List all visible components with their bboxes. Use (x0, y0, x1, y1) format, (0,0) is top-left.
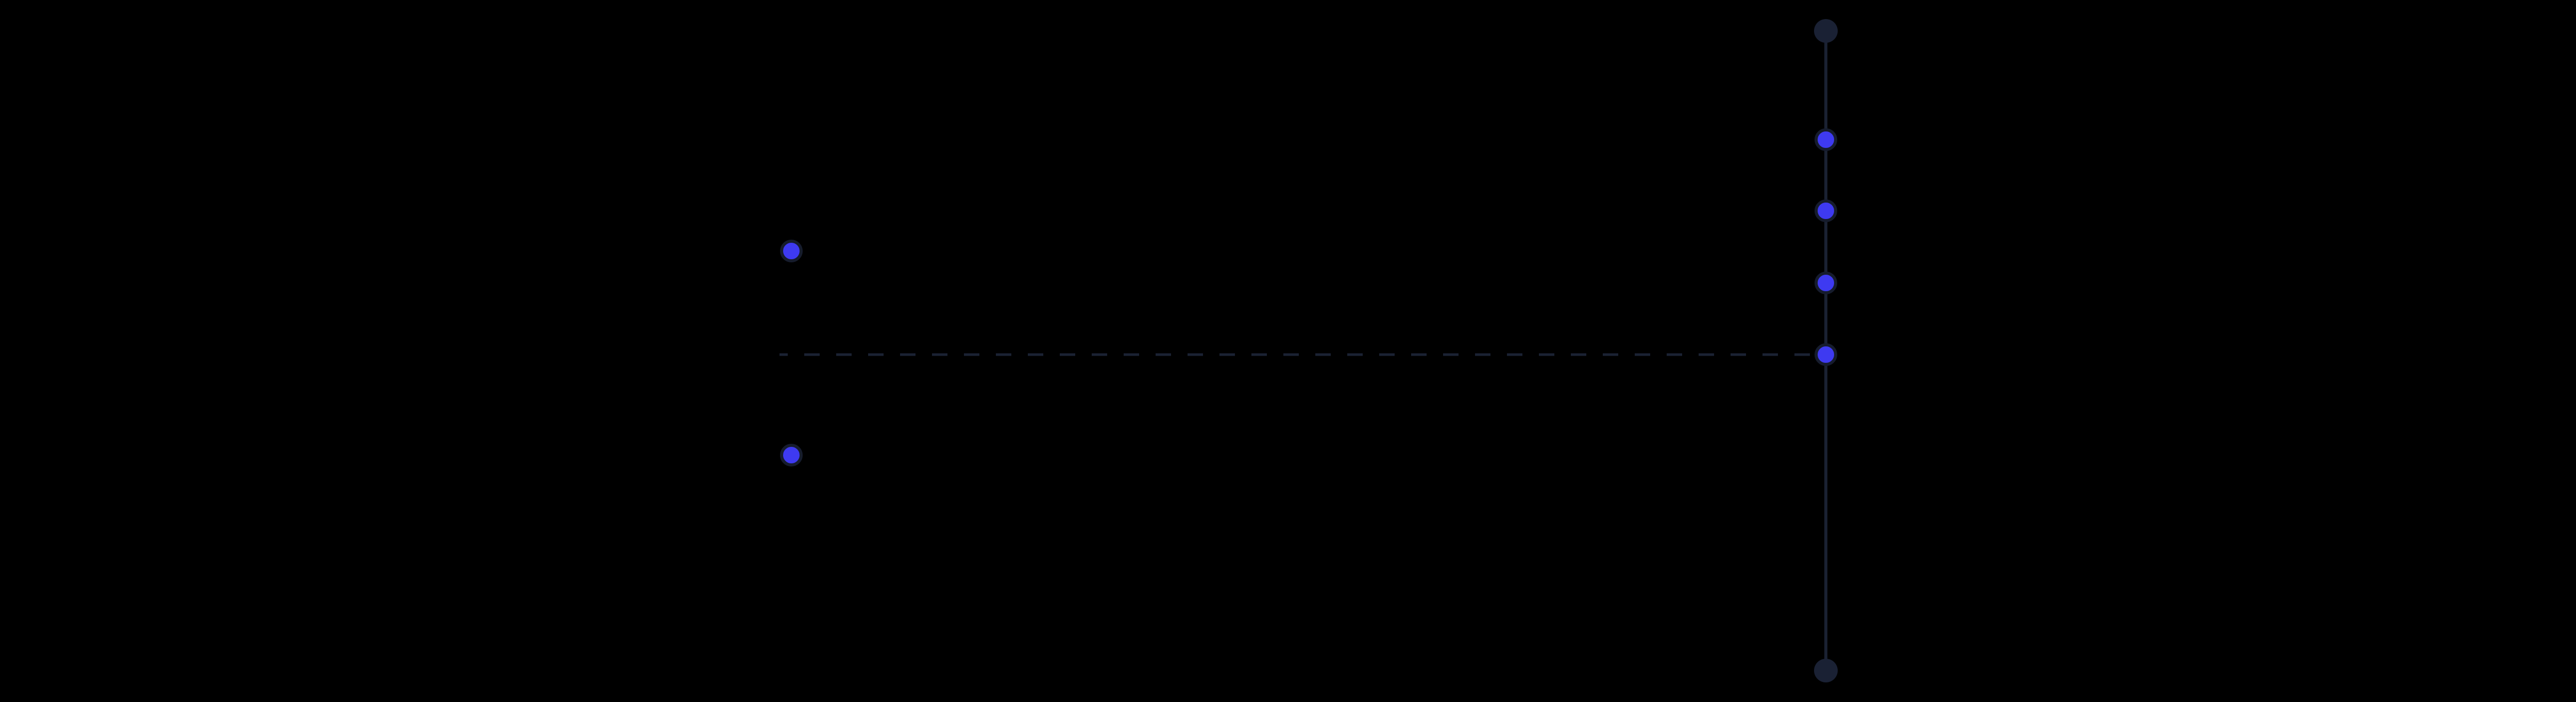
branch-node-1[interactable] (780, 240, 803, 262)
main-track-node-1[interactable] (1815, 128, 1837, 151)
main-track-node-2[interactable] (1815, 199, 1837, 222)
main-track-node-4[interactable] (1815, 343, 1837, 366)
track-terminal-top (1814, 19, 1838, 43)
branch-node-2[interactable] (780, 444, 803, 466)
track-terminal-bottom (1814, 659, 1838, 682)
main-track-node-3[interactable] (1815, 272, 1837, 294)
